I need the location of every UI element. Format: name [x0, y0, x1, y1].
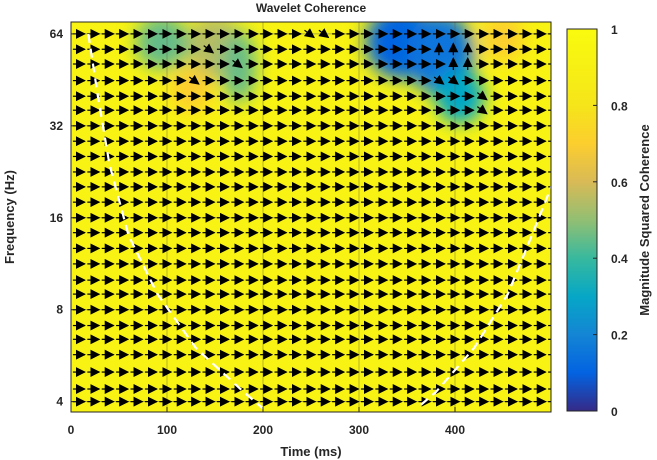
colorbar-tick-label: 0.4: [611, 252, 628, 266]
coherence-region-3: [169, 66, 213, 113]
phase-arrows: [72, 28, 551, 407]
cone-of-influence-left: [87, 33, 264, 410]
y-tick-label: 4: [56, 395, 63, 409]
phase-arrow: [188, 74, 200, 85]
x-axis-ticks: 0 100 200 300 400: [68, 407, 465, 437]
x-tick-label: 300: [349, 423, 369, 437]
cone-of-influence-right: [415, 184, 551, 410]
phase-arrow: [318, 28, 330, 39]
phase-arrow: [433, 74, 445, 85]
colorbar-ticks: 0 0.2 0.4 0.6 0.8 1: [593, 23, 628, 419]
x-tick-label: 400: [445, 423, 465, 437]
y-tick-label: 16: [50, 211, 64, 225]
plot-frame: [70, 21, 552, 413]
colorbar-tick-label: 0.8: [611, 99, 628, 113]
x-tick-label: 200: [253, 423, 273, 437]
phase-arrow: [203, 43, 215, 54]
x-tick-label: 100: [157, 423, 177, 437]
phase-arrow: [476, 104, 488, 115]
y-tick-label: 32: [50, 119, 64, 133]
x-tick-label: 0: [68, 423, 75, 437]
phase-arrow: [447, 74, 459, 85]
y-axis-ticks: 4 8 16 32 64: [50, 27, 76, 409]
phase-arrow: [303, 28, 315, 39]
colorbar: [566, 28, 598, 412]
colorbar-label: Magnitude Squared Coherence: [637, 124, 652, 315]
colorbar-tick-label: 0.6: [611, 176, 628, 190]
phase-arrow: [476, 90, 488, 101]
y-tick-label: 8: [56, 303, 63, 317]
y-axis-label: Frequency (Hz): [2, 170, 17, 264]
y-tick-label: 64: [50, 27, 64, 41]
coherence-region-0: [135, 22, 190, 71]
colorbar-tick-label: 0.2: [611, 329, 628, 343]
colorbar-tick-label: 1: [611, 23, 618, 37]
chart-title: Wavelet Coherence: [256, 1, 367, 15]
x-axis-label: Time (ms): [280, 444, 341, 459]
heatmap-plot-area: [71, 22, 551, 412]
phase-arrow: [231, 58, 243, 69]
colorbar-tick-label: 0: [611, 405, 618, 419]
coherence-region-2: [221, 29, 257, 104]
